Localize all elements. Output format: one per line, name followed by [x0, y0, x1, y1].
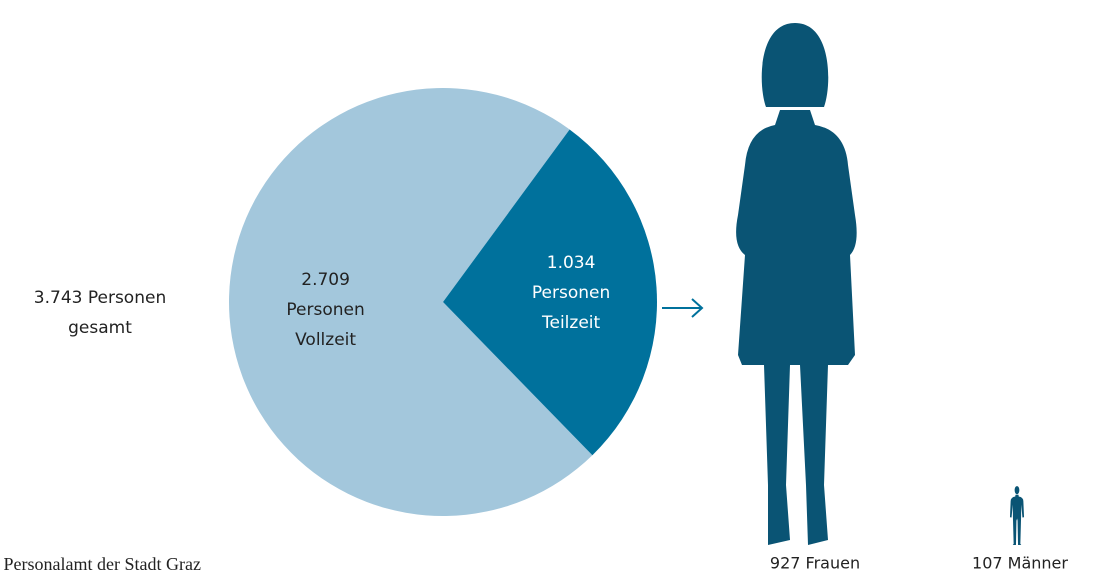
slice-label: Vollzeit	[295, 330, 356, 350]
silhouette	[736, 23, 857, 545]
silhouette-label: 927 Frauen	[770, 554, 860, 573]
total-label: 3.743 Personen	[34, 288, 166, 308]
total-label: gesamt	[68, 318, 132, 338]
slice-label: Teilzeit	[541, 313, 601, 333]
silhouette-shape	[736, 23, 857, 545]
silhouette	[1009, 486, 1025, 545]
silhouette-label: 107 Männer	[972, 554, 1068, 573]
value-label: 2.709	[301, 270, 350, 290]
slice-label: Personen	[532, 283, 610, 303]
value-label: 1.034	[547, 253, 596, 273]
source: : Personalamt der Stadt Graz	[0, 554, 201, 574]
pie-slice	[443, 129, 657, 456]
pie-slice	[228, 88, 593, 516]
silhouette-shape	[1009, 486, 1025, 545]
arrow	[662, 298, 704, 318]
slice-label: Personen	[286, 300, 364, 320]
